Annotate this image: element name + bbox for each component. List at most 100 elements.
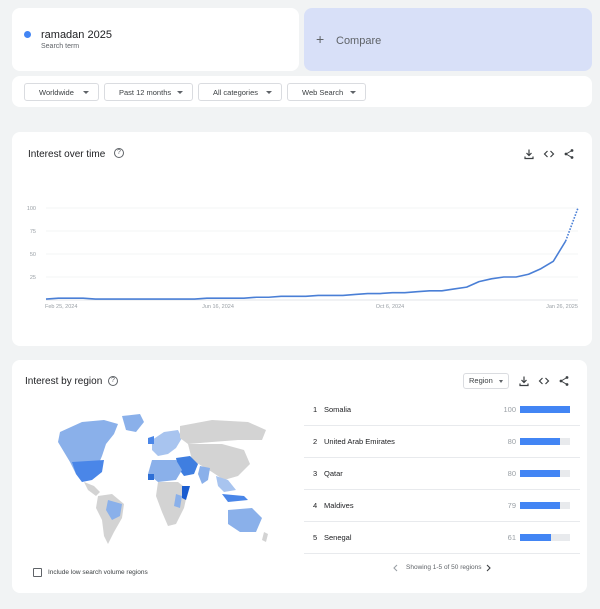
chevron-left-icon[interactable] <box>392 564 400 572</box>
y-tick-label: 50 <box>30 252 36 258</box>
map-region-brazil <box>106 500 122 520</box>
help-icon[interactable]: ? <box>114 148 124 158</box>
compare-label: Compare <box>336 35 382 47</box>
map-region-east-africa <box>174 494 182 508</box>
download-icon[interactable] <box>523 148 535 160</box>
map-region-united-states <box>72 460 104 482</box>
region-bar-track <box>520 502 570 509</box>
map-region-central-america <box>84 482 100 496</box>
series-line <box>45 240 567 300</box>
map-region-senegal <box>148 474 154 480</box>
compare-button[interactable] <box>304 8 592 71</box>
region-rank: 5 <box>313 533 318 542</box>
low-volume-checkbox-label[interactable]: Include low search volume regions <box>48 569 148 576</box>
region-value: 80 <box>507 437 516 446</box>
region-row[interactable]: 5 Senegal 61 <box>304 522 580 554</box>
map-region-africa <box>156 482 188 526</box>
time-filter-label: Past 12 months <box>119 87 172 97</box>
region-rank: 1 <box>313 405 318 414</box>
region-value: 80 <box>507 469 516 478</box>
region-bar-track <box>520 406 570 413</box>
caret-down-icon <box>177 91 183 94</box>
interest-by-region-card <box>12 360 587 593</box>
region-name[interactable]: Senegal <box>324 533 352 542</box>
region-select-label: Region <box>469 376 493 385</box>
region-row[interactable]: 4 Maldives 79 <box>304 490 580 522</box>
map-region-russia <box>180 420 266 444</box>
region-bar-track <box>520 470 570 477</box>
map-region-australia <box>228 508 262 532</box>
map-region-asia <box>188 444 250 480</box>
region-name[interactable]: United Arab Emirates <box>324 437 395 446</box>
map-region-southeast-asia <box>216 476 236 492</box>
region-rank: 4 <box>313 501 318 510</box>
region-name[interactable]: Qatar <box>324 469 343 478</box>
search-term-name[interactable]: ramadan 2025 <box>41 29 112 41</box>
help-icon[interactable]: ? <box>108 376 118 386</box>
chevron-right-icon[interactable] <box>484 564 492 572</box>
region-rank: 3 <box>313 469 318 478</box>
series-line-partial <box>564 207 579 242</box>
region-name[interactable]: Maldives <box>324 501 354 510</box>
region-value: 79 <box>507 501 516 510</box>
map-region-new-zealand <box>262 532 268 542</box>
low-volume-checkbox[interactable] <box>33 568 42 577</box>
interest-by-region-title: Interest by region <box>25 376 103 387</box>
interest-over-time-title: Interest over time <box>28 149 106 160</box>
search-type-filter-label: Web Search <box>302 87 344 97</box>
interest-over-time-card <box>12 132 592 346</box>
map-region-uk <box>148 436 154 444</box>
x-tick-label: Jan 26, 2025 <box>546 304 578 310</box>
region-bar-fill <box>520 502 560 509</box>
term-color-dot <box>24 31 31 38</box>
pager-text: Showing 1-5 of 50 regions <box>406 564 482 571</box>
x-tick-label: Jun 16, 2024 <box>202 304 234 310</box>
embed-icon[interactable] <box>538 375 550 387</box>
plus-icon: + <box>316 31 325 47</box>
caret-down-icon <box>499 380 503 383</box>
map-region-greenland <box>122 414 144 432</box>
x-tick-label: Feb 25, 2024 <box>45 304 77 310</box>
category-filter-label: All categories <box>213 87 259 97</box>
region-row[interactable]: 2 United Arab Emirates 80 <box>304 426 580 458</box>
region-value: 100 <box>503 405 516 414</box>
time-filter[interactable]: Past 12 months <box>104 83 193 101</box>
map-region-north-africa <box>148 460 182 482</box>
world-map[interactable] <box>52 410 270 550</box>
region-bar-track <box>520 534 570 541</box>
region-filter-label: Worldwide <box>39 87 74 97</box>
region-resolution-select[interactable]: Region <box>463 373 509 389</box>
region-rank: 2 <box>313 437 318 446</box>
map-region-indonesia <box>222 494 248 502</box>
y-tick-label: 100 <box>27 206 36 212</box>
y-tick-label: 25 <box>30 275 36 281</box>
search-type-filter[interactable]: Web Search <box>287 83 366 101</box>
share-icon[interactable] <box>563 148 575 160</box>
region-name[interactable]: Somalia <box>324 405 352 414</box>
search-term-card[interactable] <box>12 8 299 71</box>
region-bar-fill <box>520 438 560 445</box>
map-region-somalia <box>182 486 190 500</box>
embed-icon[interactable] <box>543 148 555 160</box>
caret-down-icon <box>350 91 356 94</box>
region-bar-fill <box>520 406 570 413</box>
caret-down-icon <box>266 91 272 94</box>
region-bar-track <box>520 438 570 445</box>
region-row[interactable]: 1 Somalia 100 <box>304 394 580 426</box>
region-value: 61 <box>507 533 516 542</box>
y-tick-label: 75 <box>30 229 36 235</box>
interest-over-time-chart[interactable]: 100 75 50 25 Feb 25, 2024 Jun 16, 2024 Oct 6, … <box>24 200 584 316</box>
map-region-north-america <box>58 420 118 482</box>
search-term-subtitle: Search term <box>41 43 80 50</box>
region-bar-fill <box>520 470 560 477</box>
region-row[interactable]: 3 Qatar 80 <box>304 458 580 490</box>
region-bar-fill <box>520 534 551 541</box>
download-icon[interactable] <box>518 375 530 387</box>
map-region-india <box>198 466 210 484</box>
region-filter[interactable]: Worldwide <box>24 83 99 101</box>
share-icon[interactable] <box>558 375 570 387</box>
x-tick-label: Oct 6, 2024 <box>376 304 404 310</box>
map-region-europe <box>152 430 182 456</box>
caret-down-icon <box>83 91 89 94</box>
category-filter[interactable]: All categories <box>198 83 282 101</box>
